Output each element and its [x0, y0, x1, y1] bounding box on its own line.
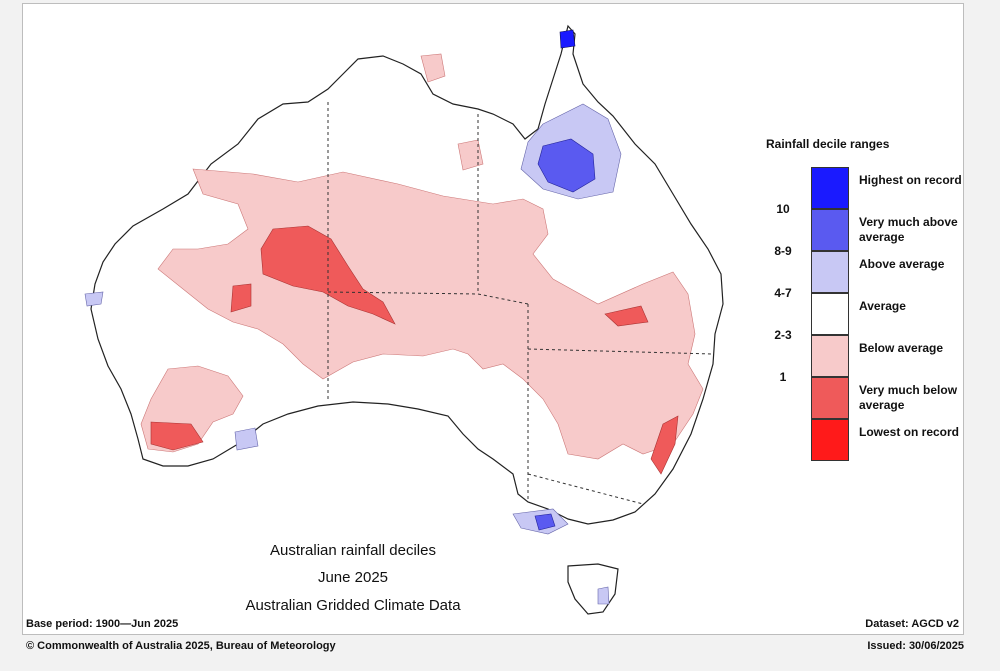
very-much-below-average-central — [260, 225, 396, 325]
legend-rank: 2-3 — [774, 328, 792, 342]
legend-swatch — [811, 167, 849, 209]
above-average-wa-patch — [84, 291, 104, 307]
dataset-label: Dataset: AGCD v2 — [865, 618, 959, 630]
state-borders — [327, 102, 714, 505]
legend-label: Very much above average — [859, 215, 958, 244]
very-much-below-average-sw — [150, 421, 204, 451]
very-much-below-average-qld — [604, 305, 649, 327]
above-average-sw-patch — [234, 427, 259, 451]
legend-rank: 10 — [776, 202, 790, 216]
map-frame: Rainfall decile ranges Highest on record… — [22, 3, 964, 635]
legend-label: Below average — [859, 341, 944, 355]
legend-rank: 8-9 — [774, 244, 792, 258]
legend-swatch — [811, 293, 849, 335]
legend-rank: 1 — [779, 370, 787, 384]
legend-rank: 4-7 — [774, 286, 792, 300]
map-month: June 2025 — [317, 569, 389, 586]
legend-label: Above average — [859, 257, 945, 271]
highest-on-record-cape-york — [559, 29, 576, 49]
legend-swatch — [811, 419, 849, 461]
map-dataset-name: Australian Gridded Climate Data — [245, 597, 461, 614]
legend-swatch — [811, 377, 849, 419]
map-title: Australian rainfall deciles — [270, 542, 436, 559]
base-period: Base period: 1900—Jun 2025 — [26, 618, 179, 630]
legend-label: Lowest on record — [859, 425, 960, 439]
legend-label: Very much below average — [859, 383, 958, 412]
legend-label: Highest on record — [859, 173, 962, 187]
legend-swatch — [811, 209, 849, 251]
legend-swatch — [811, 251, 849, 293]
legend-label: Average — [859, 299, 906, 313]
above-average-tasmania — [597, 586, 610, 605]
australia-rainfall-map — [84, 24, 724, 615]
tasmania — [567, 563, 619, 615]
very-much-below-average-wa — [230, 283, 252, 313]
very-much-above-average-north-qld — [537, 138, 596, 193]
copyright: © Commonwealth of Australia 2025, Bureau… — [26, 640, 336, 652]
legend-swatch — [811, 335, 849, 377]
very-much-above-average-victoria — [534, 513, 556, 531]
below-average-cape-york — [420, 53, 446, 83]
legend-title: Rainfall decile ranges — [766, 137, 890, 151]
below-average-gulf — [457, 139, 484, 171]
very-much-below-average-east-coast — [650, 415, 679, 475]
issued-date: Issued: 30/06/2025 — [867, 640, 964, 652]
